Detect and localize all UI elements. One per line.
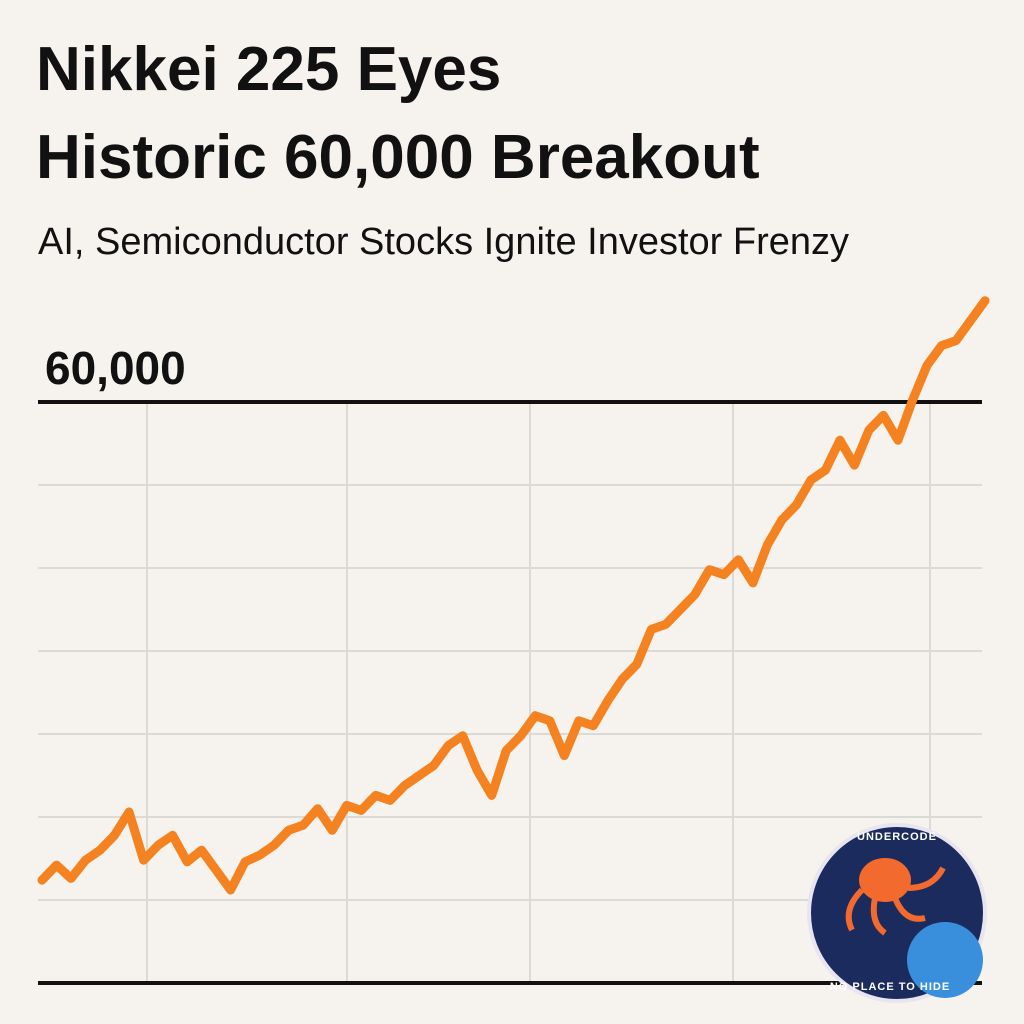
y-axis: 60,000 xyxy=(38,342,982,985)
price-line xyxy=(37,296,990,895)
logo-bottom-text: NO PLACE TO HIDE xyxy=(830,981,950,993)
logo: UNDERCODE NO PLACE TO HIDE xyxy=(807,823,987,1003)
logo-globe xyxy=(907,922,983,998)
logo-tentacles xyxy=(845,866,946,936)
logo-octopus xyxy=(859,858,911,902)
chart-title: Historic 60,000 Breakout xyxy=(36,123,760,192)
plot xyxy=(37,296,990,895)
y-tick-label: 60,000 xyxy=(45,342,186,394)
chart-title: Nikkei 225 Eyes xyxy=(36,35,501,104)
chart-subtitle: AI, Semiconductor Stocks Ignite Investor… xyxy=(38,221,849,263)
vertical-grid xyxy=(146,402,931,983)
logo-top-text: UNDERCODE xyxy=(857,831,937,843)
